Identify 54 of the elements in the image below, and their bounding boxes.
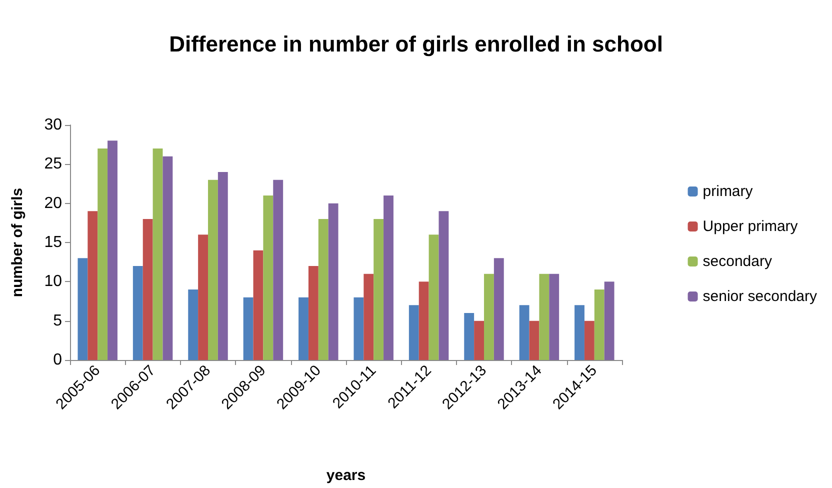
bar [308, 266, 318, 360]
bar [529, 320, 540, 360]
bar [594, 290, 604, 360]
bar [438, 211, 449, 360]
legend-label: primary [702, 183, 754, 200]
legend-label: secondary [702, 253, 772, 270]
bar [98, 148, 108, 360]
bar [108, 140, 118, 360]
y-tick-label: 20 [44, 194, 62, 212]
bar [484, 274, 494, 360]
bar [162, 156, 173, 360]
bar [142, 219, 153, 360]
bar [374, 219, 384, 360]
y-axis-title: number of girls [9, 188, 26, 298]
x-axis-title: years [326, 467, 366, 484]
y-tick-label: 10 [44, 273, 62, 290]
bar [198, 234, 208, 360]
bar [218, 172, 228, 360]
bar [188, 290, 198, 360]
bar [464, 313, 474, 360]
y-tick-label: 30 [44, 116, 62, 134]
bar [132, 266, 143, 360]
bar [494, 258, 504, 360]
bar [408, 305, 419, 360]
bar [584, 320, 594, 360]
y-tick-label: 0 [53, 352, 62, 368]
bar [298, 297, 308, 360]
bar [384, 196, 394, 360]
bar [519, 305, 530, 360]
legend-label: senior secondary [702, 288, 818, 305]
bar [253, 250, 264, 360]
y-tick-label: 25 [44, 156, 62, 173]
bar [364, 274, 374, 360]
bar [328, 203, 338, 360]
bar [243, 297, 254, 360]
bar [273, 180, 284, 360]
bar [428, 234, 439, 360]
bar [152, 148, 163, 360]
bar [574, 305, 584, 360]
legend-label: Upper primary [702, 218, 798, 235]
bar [474, 320, 484, 360]
bar [263, 196, 274, 360]
bar [539, 274, 550, 360]
y-tick-label: 15 [44, 234, 62, 251]
bar [549, 274, 560, 360]
bar [208, 180, 218, 360]
bar [354, 297, 364, 360]
bar [78, 258, 88, 360]
bar [604, 282, 614, 360]
bar [418, 282, 429, 360]
chart-title: Difference in number of girls enrolled in school [169, 32, 663, 56]
bar [318, 219, 328, 360]
bar [88, 211, 98, 360]
y-tick-label: 5 [53, 312, 62, 330]
